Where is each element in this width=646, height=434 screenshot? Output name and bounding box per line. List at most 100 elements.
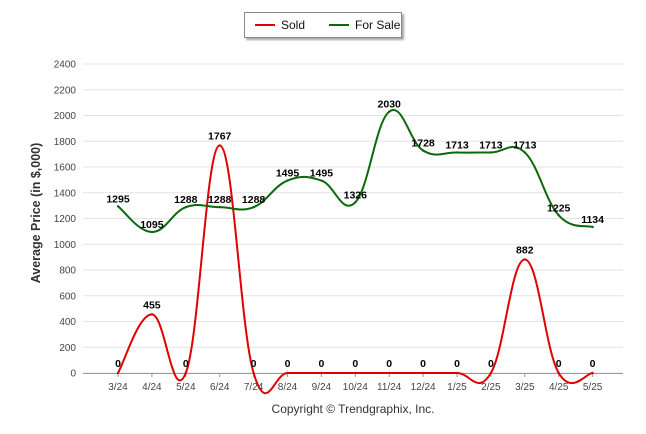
data-labels: 0 455 0 1767 0 0 0 0 0 0 0 0 882 0 0 1295 1095 1288 1288 12… <box>106 99 604 370</box>
data-point-sold <box>354 371 357 375</box>
data-label-sold: 0 <box>352 358 358 370</box>
legend-swatch-for-sale <box>329 24 350 26</box>
data-label-for-sale: 1295 <box>106 193 130 205</box>
data-point-sold <box>184 371 187 375</box>
y-tick-label: 800 <box>59 266 76 277</box>
data-label-for-sale: 1713 <box>513 139 537 151</box>
y-tick-label: 1400 <box>54 188 77 199</box>
data-point-sold <box>388 371 391 375</box>
data-point-for-sale <box>557 214 560 217</box>
data-label-sold: 0 <box>183 358 189 370</box>
data-point-sold <box>286 371 289 375</box>
data-point-sold <box>557 371 560 375</box>
data-label-for-sale: 1713 <box>479 139 503 151</box>
x-tick-label: 12/24 <box>411 382 436 393</box>
legend-item-sold[interactable]: Sold <box>255 18 305 32</box>
data-label-sold: 0 <box>420 358 426 370</box>
legend-label-sold: Sold <box>281 18 306 32</box>
data-label-for-sale: 1326 <box>344 189 368 201</box>
data-point-for-sale <box>421 149 425 152</box>
data-point-sold <box>320 371 323 375</box>
x-tick-label: 5/24 <box>176 382 196 393</box>
axes: 0 200 400 600 800 1000 1200 1400 1600 1800 2000 220… <box>54 60 623 393</box>
x-tick-label: 7/24 <box>244 382 264 393</box>
y-axis-title: Average Price (in $,000) <box>29 142 43 284</box>
data-point-for-sale <box>388 110 391 113</box>
data-label-sold: 0 <box>115 358 121 370</box>
legend-label-for-sale: For Sale <box>355 18 401 32</box>
x-tick-label: 1/25 <box>447 382 467 393</box>
data-label-sold: 0 <box>386 358 392 370</box>
y-tick-label: 0 <box>70 369 76 380</box>
data-point-for-sale <box>523 151 526 154</box>
data-label-sold: 0 <box>318 358 324 370</box>
data-label-sold: 455 <box>143 299 161 311</box>
x-tick-label: 4/24 <box>142 382 162 393</box>
data-label-sold: 0 <box>251 358 257 370</box>
data-label-sold: 0 <box>454 358 460 370</box>
data-label-for-sale: 1225 <box>547 202 571 214</box>
x-tick-label: 8/24 <box>278 382 298 393</box>
y-tick-label: 2200 <box>54 85 77 96</box>
y-tick-label: 1600 <box>54 163 77 174</box>
data-label-for-sale: 1095 <box>140 219 164 231</box>
data-label-for-sale: 1728 <box>411 138 435 150</box>
y-tick-label: 1800 <box>54 137 77 148</box>
y-tick-label: 400 <box>59 317 76 328</box>
data-label-for-sale: 1288 <box>242 194 266 206</box>
y-tick-label: 1000 <box>54 240 77 251</box>
data-point-sold <box>455 371 459 375</box>
y-tick-label: 200 <box>59 343 76 354</box>
series-lines <box>116 108 594 395</box>
data-point-sold <box>252 371 255 375</box>
x-tick-label: 6/24 <box>210 382 230 393</box>
data-point-sold <box>116 371 120 375</box>
data-label-for-sale: 1288 <box>208 194 232 206</box>
x-tick-label: 4/25 <box>549 382 569 393</box>
x-tick-label: 9/24 <box>312 382 332 393</box>
y-tick-label: 600 <box>59 291 76 302</box>
chart-legend: Sold For Sale <box>244 12 402 38</box>
data-label-sold: 1767 <box>208 130 232 142</box>
data-label-for-sale: 1288 <box>174 194 198 206</box>
data-label-for-sale: 1713 <box>445 139 469 151</box>
gridlines <box>83 63 623 374</box>
data-point-for-sale <box>218 205 221 209</box>
y-tick-label: 1200 <box>54 214 77 225</box>
x-tick-label: 3/24 <box>108 382 128 393</box>
x-tick-label: 2/25 <box>481 382 501 393</box>
data-label-sold: 0 <box>556 358 562 370</box>
x-tick-label: 11/24 <box>377 382 402 393</box>
legend-swatch-sold <box>255 24 275 26</box>
data-point-for-sale <box>150 230 154 234</box>
data-label-for-sale: 1495 <box>310 168 334 180</box>
x-tick-label: 3/25 <box>515 382 535 393</box>
legend-item-for-sale[interactable]: For Sale <box>329 18 400 32</box>
data-point-for-sale <box>286 179 289 182</box>
data-point-for-sale <box>455 151 459 154</box>
data-point-sold <box>489 371 493 375</box>
data-point-for-sale <box>116 205 120 208</box>
data-point-sold <box>150 313 154 316</box>
data-label-sold: 0 <box>285 358 291 370</box>
data-label-sold: 0 <box>488 358 494 370</box>
copyright-footer: Copyright © Trendgraphix, Inc. <box>271 402 435 416</box>
data-point-sold <box>523 258 526 261</box>
data-point-for-sale <box>320 179 323 182</box>
data-label-for-sale: 2030 <box>378 99 402 111</box>
data-point-sold <box>218 144 221 147</box>
data-point-sold <box>591 371 594 375</box>
y-tick-label: 2400 <box>54 60 77 71</box>
data-label-sold: 0 <box>590 358 596 370</box>
data-point-for-sale <box>591 225 594 229</box>
data-label-for-sale: 1134 <box>581 214 604 226</box>
x-tick-label: 10/24 <box>343 382 368 393</box>
data-point-sold <box>421 371 425 375</box>
data-point-for-sale <box>354 201 357 204</box>
series-line-for-sale <box>117 108 593 234</box>
data-point-for-sale <box>252 205 255 209</box>
data-label-sold: 882 <box>516 244 534 256</box>
x-tick-label: 5/25 <box>583 382 603 393</box>
data-point-for-sale <box>489 151 493 154</box>
